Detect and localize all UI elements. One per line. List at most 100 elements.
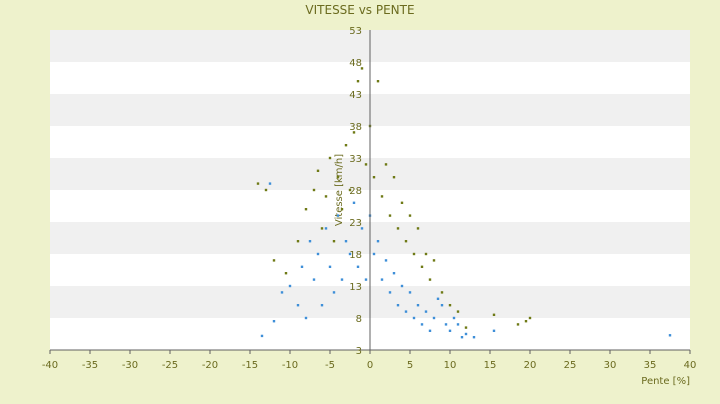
data-point [404,240,408,243]
data-point [396,304,400,307]
y-tick-label: 53 [349,26,362,37]
data-point [416,304,420,307]
data-point [384,163,388,166]
data-point [380,195,384,198]
data-point [316,252,320,256]
data-point [444,323,448,326]
y-tick-label: 48 [349,58,362,69]
series-b-points [256,67,532,329]
data-point [456,310,460,313]
data-point [464,332,468,336]
x-tick-label: 10 [444,360,457,371]
data-point [372,252,376,256]
data-point [404,310,408,313]
data-point [328,156,332,160]
data-point [396,227,400,230]
data-point [284,272,288,275]
data-point [256,182,260,185]
data-point [336,176,340,179]
data-point [372,176,376,179]
x-tick-label: -15 [242,360,258,371]
data-point [296,240,300,243]
y-axis-label: Vitesse [km/h] [334,154,345,226]
data-point [304,208,308,211]
x-tick-label: 0 [367,360,373,371]
y-tick-label: 8 [356,314,362,325]
data-point [288,284,292,288]
data-point [272,259,276,262]
data-point [448,329,452,332]
data-point [348,252,352,256]
data-point [324,195,328,198]
data-point [380,278,384,281]
data-point [516,323,520,326]
x-tick-label: 35 [644,360,657,371]
data-point [356,80,360,83]
data-point [268,182,272,185]
data-point [456,323,460,326]
axes [49,30,691,354]
data-point [492,329,496,332]
data-point [416,227,420,230]
data-point [388,291,392,294]
y-tick-label: 33 [349,154,362,165]
data-point [440,304,444,307]
data-point [352,131,356,134]
data-point [280,291,284,294]
x-tick-label: -10 [282,360,298,371]
data-point [428,329,432,332]
data-point [340,208,344,211]
data-point [464,326,468,329]
data-point [344,240,348,243]
data-point [428,278,432,281]
data-point [668,334,672,337]
data-point [424,252,428,256]
y-axis-title: Vitesse [km/h] [334,154,345,226]
x-tick-label: -5 [325,360,335,371]
x-tick-label: -35 [82,360,98,371]
data-point [384,259,388,262]
data-point [424,310,428,313]
data-point [400,284,404,288]
data-point [308,240,312,243]
data-point [312,188,316,192]
data-point [376,240,380,243]
data-point [408,291,412,294]
data-point [332,240,336,243]
data-point [364,163,368,166]
data-point [348,188,352,192]
y-tick-label: 3 [356,346,362,357]
data-point [344,144,348,147]
data-point [528,316,532,320]
data-point [388,214,392,217]
data-point [364,278,368,281]
data-point [360,227,364,230]
y-tick-label: 38 [349,122,362,133]
x-tick-label: 5 [407,360,413,371]
data-point [420,323,424,326]
data-point [300,265,304,268]
data-point [392,272,396,275]
chart-title: VITESSE vs PENTE [305,3,414,17]
data-point [392,176,396,179]
x-axis-title: Pente [%] [641,376,690,387]
y-tick-label: 23 [349,218,362,229]
x-tick-label: 20 [524,360,537,371]
data-point [304,316,308,320]
x-tick-label: -30 [122,360,138,371]
x-tick-labels: -40 -35 -30 -25 -20 -15 -10 -5 0 5 10 15 20 25 30 35 40 [42,360,697,371]
data-point [408,214,412,217]
data-point [324,227,328,230]
y-tick-label: 13 [349,282,362,293]
data-point [332,291,336,294]
data-point [412,252,416,256]
data-point [296,304,300,307]
data-point [452,316,456,320]
data-point [440,291,444,294]
data-point [272,320,276,323]
data-point [524,320,528,323]
data-point [432,259,436,262]
data-point [448,304,452,307]
